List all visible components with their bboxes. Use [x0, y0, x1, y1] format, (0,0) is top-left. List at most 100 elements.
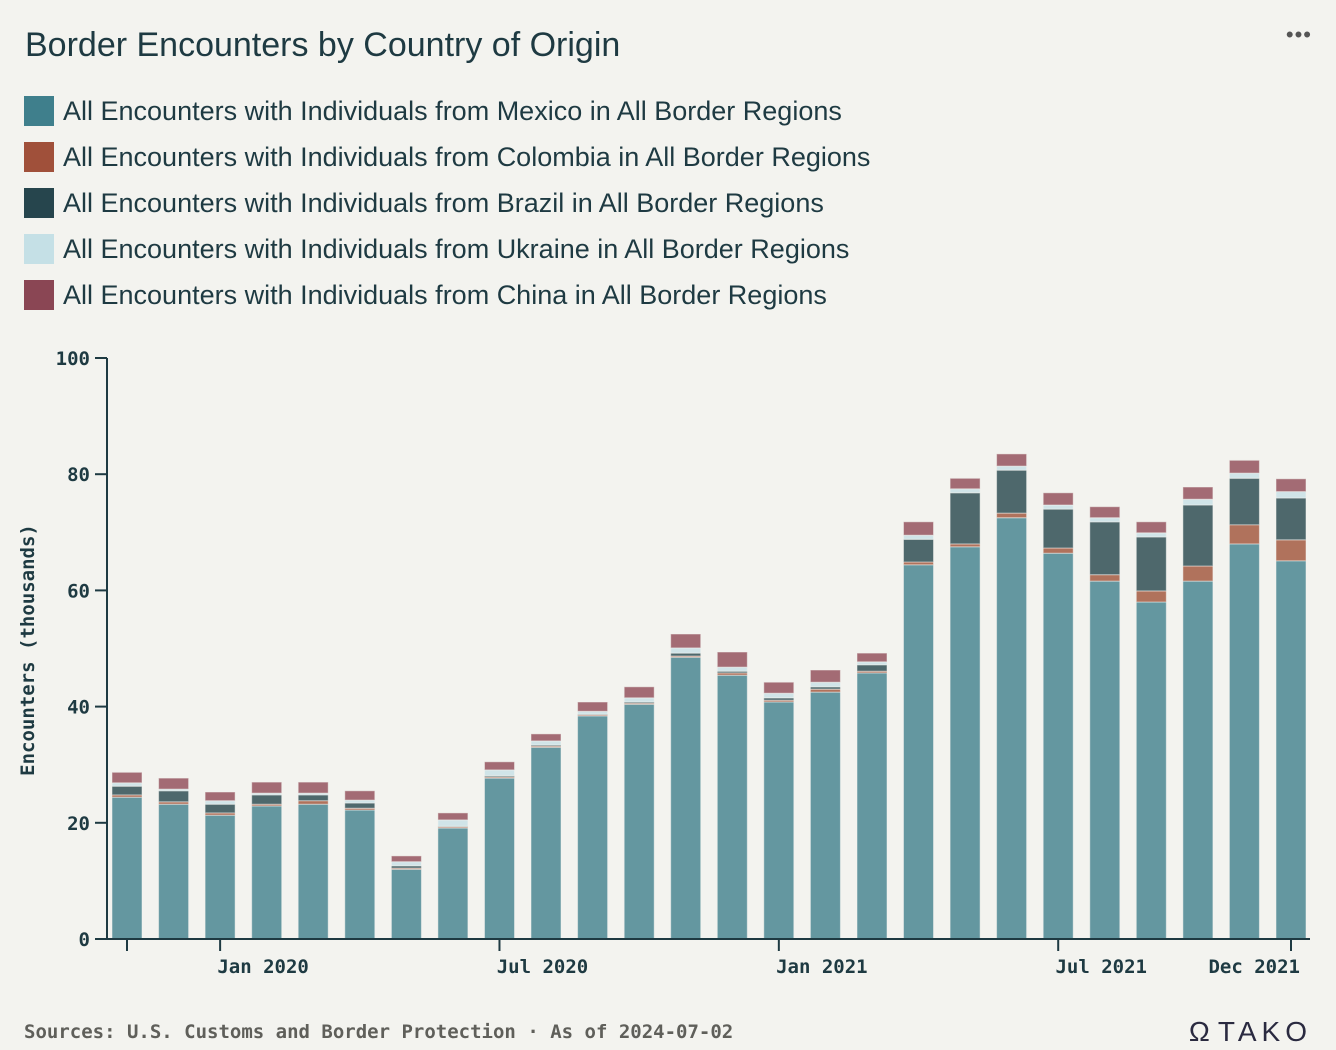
bar-segment-ukraine-may-2020[interactable] — [390, 861, 422, 867]
bar-segment-mexico-may-2021[interactable] — [949, 546, 981, 940]
bar-segment-ukraine-jan-2020[interactable] — [204, 800, 236, 805]
bar-segment-brazil-may-2021[interactable] — [949, 492, 981, 545]
bar-segment-ukraine-dec-2020[interactable] — [716, 666, 748, 672]
more-options-icon[interactable]: ••• — [1285, 22, 1312, 47]
bar-segment-china-oct-2020[interactable] — [623, 686, 655, 699]
bar-segment-china-feb-2020[interactable] — [251, 781, 283, 794]
bar-segment-mexico-mar-2021[interactable] — [856, 672, 888, 940]
bar-segment-colombia-aug-2021[interactable] — [1089, 574, 1121, 582]
legend-item-ukraine[interactable]: All Encounters with Individuals from Ukr… — [24, 226, 870, 272]
bar-segment-china-oct-2021[interactable] — [1182, 486, 1214, 500]
bar-segment-china-dec-2020[interactable] — [716, 651, 748, 668]
bar-segment-china-jan-2020[interactable] — [204, 791, 236, 802]
bar-segment-mexico-dec-2020[interactable] — [716, 674, 748, 940]
legend-item-china[interactable]: All Encounters with Individuals from Chi… — [24, 272, 870, 318]
bar-segment-mexico-nov-2019[interactable] — [111, 796, 143, 940]
bar-segment-brazil-mar-2021[interactable] — [856, 664, 888, 672]
bar-segment-ukraine-nov-2021[interactable] — [1228, 472, 1260, 479]
bar-segment-china-jul-2021[interactable] — [1042, 492, 1074, 506]
bar-segment-ukraine-feb-2021[interactable] — [809, 681, 841, 688]
legend-item-mexico[interactable]: All Encounters with Individuals from Mex… — [24, 88, 870, 134]
bar-segment-colombia-jun-2021[interactable] — [996, 512, 1028, 519]
bar-segment-china-nov-2021[interactable] — [1228, 459, 1260, 474]
bar-segment-colombia-oct-2021[interactable] — [1182, 565, 1214, 582]
bar-segment-mexico-mar-2020[interactable] — [297, 803, 329, 940]
bar-segment-ukraine-jul-2021[interactable] — [1042, 504, 1074, 510]
bar-segment-brazil-sep-2021[interactable] — [1135, 536, 1167, 592]
bar-segment-colombia-sep-2021[interactable] — [1135, 590, 1167, 603]
bar-segment-colombia-dec-2021[interactable] — [1275, 539, 1307, 562]
bar-segment-mexico-feb-2021[interactable] — [809, 691, 841, 940]
bar-segment-brazil-aug-2021[interactable] — [1089, 521, 1121, 576]
bar-segment-china-dec-2019[interactable] — [158, 777, 190, 790]
bar-segment-china-may-2021[interactable] — [949, 477, 981, 490]
bar-segment-colombia-nov-2021[interactable] — [1228, 524, 1260, 545]
bar-segment-mexico-aug-2021[interactable] — [1089, 580, 1121, 940]
bar-segment-china-may-2020[interactable] — [390, 855, 422, 863]
bar-segment-ukraine-oct-2021[interactable] — [1182, 498, 1214, 506]
bar-segment-china-aug-2020[interactable] — [530, 733, 562, 742]
bar-segment-mexico-jun-2021[interactable] — [996, 517, 1028, 940]
bar-segment-ukraine-apr-2021[interactable] — [903, 534, 934, 540]
bar-segment-china-sep-2020[interactable] — [577, 701, 609, 712]
bar-segment-china-sep-2021[interactable] — [1135, 521, 1167, 534]
tako-logo[interactable]: Ω TAKO — [1189, 1016, 1312, 1048]
bar-segment-brazil-jan-2020[interactable] — [204, 803, 236, 814]
bar-segment-brazil-nov-2019[interactable] — [111, 785, 143, 796]
bar-segment-china-mar-2021[interactable] — [856, 652, 888, 663]
bar-segment-ukraine-mar-2021[interactable] — [856, 661, 888, 666]
bar-segment-brazil-apr-2020[interactable] — [344, 802, 376, 809]
bar-segment-ukraine-may-2021[interactable] — [949, 488, 981, 494]
bar-segment-ukraine-jul-2020[interactable] — [484, 769, 515, 777]
bar-segment-mexico-may-2020[interactable] — [390, 868, 422, 940]
bar-segment-mexico-nov-2020[interactable] — [670, 656, 702, 940]
bar-segment-mexico-apr-2021[interactable] — [903, 564, 934, 940]
bar-segment-brazil-nov-2021[interactable] — [1228, 477, 1260, 526]
bar-segment-china-dec-2021[interactable] — [1275, 478, 1307, 493]
bar-segment-brazil-jun-2021[interactable] — [996, 469, 1028, 514]
bar-segment-brazil-dec-2021[interactable] — [1275, 497, 1307, 541]
bar-segment-colombia-feb-2021[interactable] — [809, 688, 841, 693]
bar-segment-brazil-jul-2021[interactable] — [1042, 508, 1074, 549]
bar-segment-mexico-jun-2020[interactable] — [437, 827, 469, 940]
bar-segment-china-jan-2021[interactable] — [763, 681, 795, 694]
bar-segment-brazil-dec-2019[interactable] — [158, 790, 190, 803]
bar-segment-china-jun-2020[interactable] — [437, 812, 469, 821]
bar-segment-china-apr-2021[interactable] — [903, 521, 934, 536]
bar-segment-colombia-jul-2021[interactable] — [1042, 547, 1074, 554]
bar-segment-mexico-dec-2019[interactable] — [158, 803, 190, 940]
bar-segment-ukraine-jun-2021[interactable] — [996, 465, 1028, 471]
bar-segment-ukraine-oct-2020[interactable] — [623, 697, 655, 703]
bar-segment-mexico-sep-2021[interactable] — [1135, 601, 1167, 940]
bar-segment-brazil-oct-2021[interactable] — [1182, 504, 1214, 567]
bar-segment-ukraine-dec-2021[interactable] — [1275, 491, 1307, 499]
bar-segment-china-aug-2021[interactable] — [1089, 506, 1121, 519]
bar-segment-mexico-jul-2021[interactable] — [1042, 552, 1074, 940]
bar-segment-ukraine-nov-2020[interactable] — [670, 647, 702, 654]
bar-segment-mexico-jan-2021[interactable] — [763, 701, 795, 940]
bar-segment-ukraine-jun-2020[interactable] — [437, 819, 469, 827]
bar-segment-brazil-mar-2020[interactable] — [297, 794, 329, 802]
bar-segment-mexico-oct-2021[interactable] — [1182, 580, 1214, 940]
bar-segment-colombia-mar-2020[interactable] — [297, 800, 329, 805]
bar-segment-china-nov-2020[interactable] — [670, 633, 702, 649]
bar-segment-china-feb-2021[interactable] — [809, 669, 841, 683]
bar-segment-mexico-apr-2020[interactable] — [344, 809, 376, 940]
bar-segment-mexico-sep-2020[interactable] — [577, 715, 609, 940]
bar-segment-mexico-feb-2020[interactable] — [251, 805, 283, 940]
bar-segment-mexico-jan-2020[interactable] — [204, 814, 236, 940]
bar-segment-china-apr-2020[interactable] — [344, 790, 376, 801]
bar-segment-china-mar-2020[interactable] — [297, 781, 329, 794]
bar-segment-mexico-nov-2021[interactable] — [1228, 543, 1260, 940]
legend-item-brazil[interactable]: All Encounters with Individuals from Bra… — [24, 180, 870, 226]
bar-segment-brazil-feb-2020[interactable] — [251, 794, 283, 805]
bar-segment-ukraine-aug-2021[interactable] — [1089, 517, 1121, 523]
bar-segment-mexico-jul-2020[interactable] — [484, 777, 515, 940]
bar-segment-ukraine-aug-2020[interactable] — [530, 740, 562, 746]
bar-segment-ukraine-jan-2021[interactable] — [763, 692, 795, 699]
bar-segment-brazil-apr-2021[interactable] — [903, 538, 934, 563]
bar-segment-china-jun-2021[interactable] — [996, 453, 1028, 467]
bar-segment-china-nov-2019[interactable] — [111, 771, 143, 784]
bar-segment-mexico-oct-2020[interactable] — [623, 703, 655, 940]
bar-segment-ukraine-sep-2021[interactable] — [1135, 532, 1167, 538]
